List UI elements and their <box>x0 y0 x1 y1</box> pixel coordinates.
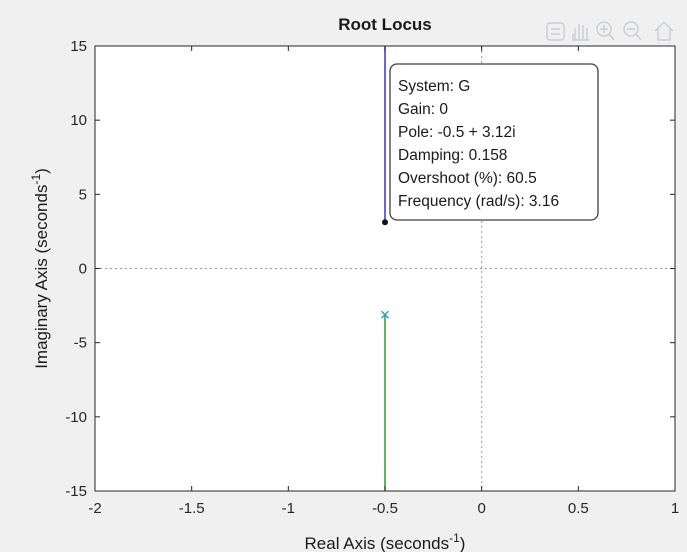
datatip-line: Damping: 0.158 <box>398 147 507 164</box>
datatip-line: Overshoot (%): 60.5 <box>398 170 537 187</box>
datatip-line: Gain: 0 <box>398 101 448 118</box>
datatip-line: Frequency (rad/s): 3.16 <box>398 193 559 210</box>
datatip-line: System: G <box>398 78 470 95</box>
datatip-box <box>389 63 599 221</box>
datatip[interactable]: System: G Gain: 0 Pole: -0.5 + 3.12i Dam… <box>389 63 599 221</box>
home-icon[interactable] <box>654 21 674 41</box>
x-tick-label: 0.5 <box>568 500 589 517</box>
y-tick-label: 15 <box>70 38 87 55</box>
series-layer <box>381 46 389 491</box>
x-tick-label: -2 <box>88 500 101 517</box>
x-axis-label-exponent: -1 <box>449 531 460 545</box>
zoom-out-icon[interactable] <box>623 21 642 41</box>
y-axis-label-exponent: -1 <box>29 174 43 185</box>
y-axis-label: Imaginary Axis (seconds-1) <box>29 168 51 369</box>
y-tick-label: 10 <box>70 112 87 129</box>
brush-icon[interactable] <box>546 22 565 41</box>
x-tick-label: -1.5 <box>179 500 205 517</box>
x-axis-label: Real Axis (seconds-1) <box>305 531 466 552</box>
y-tick-label: -5 <box>74 335 87 352</box>
chart-title: Root Locus <box>338 15 432 34</box>
x-axis-label-text: Real Axis (seconds <box>305 534 450 552</box>
y-tick-label: 0 <box>79 261 87 278</box>
x-tick-label: 0 <box>477 500 485 517</box>
pole-marker[interactable] <box>381 310 389 319</box>
y-tick-label: -10 <box>65 409 87 426</box>
axes-toolbar <box>546 21 674 41</box>
y-tick-label: 5 <box>79 186 87 203</box>
datatip-line: Pole: -0.5 + 3.12i <box>398 124 516 141</box>
datatip-marker[interactable] <box>382 219 388 226</box>
zoom-in-icon[interactable] <box>596 21 615 41</box>
pan-hand-icon[interactable] <box>572 24 589 41</box>
tick-layer: -2 -1.5 -1 -0.5 0 0.5 1 -15 -10 -5 0 5 10 15 <box>65 38 679 517</box>
y-tick-label: -15 <box>65 483 87 500</box>
x-tick-label: -1 <box>282 500 295 517</box>
y-axis-label-text: Imaginary Axis (seconds <box>32 185 51 369</box>
x-tick-label: -0.5 <box>372 500 398 517</box>
x-tick-label: 1 <box>671 500 679 517</box>
